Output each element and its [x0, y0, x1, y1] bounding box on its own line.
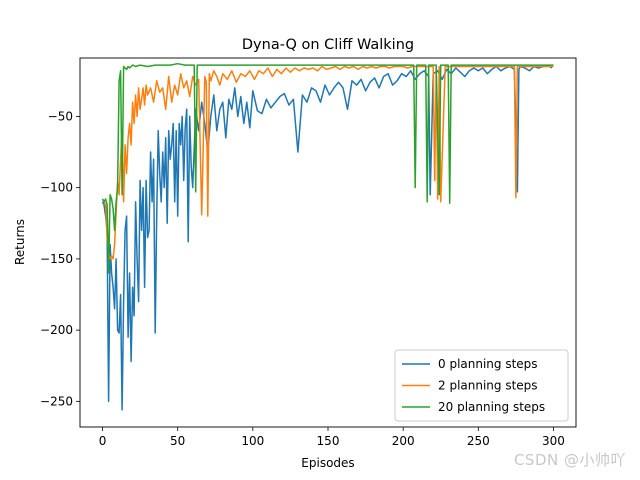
legend-label-2: 20 planning steps: [438, 400, 545, 414]
y-tick-label: −250: [40, 394, 73, 408]
y-tick-label: −200: [40, 323, 73, 337]
series-layer: [101, 62, 554, 411]
y-axis-label: Returns: [13, 219, 27, 265]
chart-title: Dyna-Q on Cliff Walking: [242, 37, 414, 53]
y-tick-label: −100: [40, 181, 73, 195]
legend-label-0: 0 planning steps: [438, 357, 538, 371]
y-tick-label: −150: [40, 252, 73, 266]
x-tick-label: 0: [99, 434, 107, 448]
legend: 0 planning steps 2 planning steps 20 plann…: [394, 349, 569, 422]
watermark: CSDN @小帅吖: [513, 451, 626, 469]
series-line-2: [101, 62, 554, 274]
x-tick-label: 100: [241, 434, 264, 448]
x-tick-label: 200: [392, 434, 415, 448]
x-tick-label: 150: [317, 434, 340, 448]
x-tick-label: 250: [467, 434, 490, 448]
x-axis-ticks: 0 50 100 150 200 250 300: [99, 427, 565, 448]
series-line-0: [101, 64, 553, 411]
series-line-1: [101, 65, 554, 260]
y-tick-label: −50: [48, 109, 73, 123]
x-tick-label: 300: [542, 434, 565, 448]
x-tick-label: 50: [170, 434, 185, 448]
x-axis-label: Episodes: [301, 456, 354, 470]
y-axis-ticks: −250 −200 −150 −100 −50: [40, 109, 80, 408]
legend-box: [394, 349, 569, 422]
legend-label-1: 2 planning steps: [438, 379, 538, 393]
